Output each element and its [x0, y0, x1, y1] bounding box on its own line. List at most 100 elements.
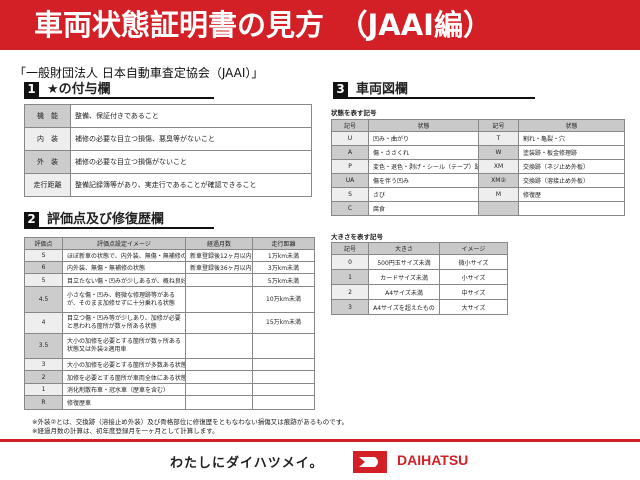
table-row: 機 能整備、保証付きであること: [24, 104, 312, 128]
size-symbols-label: 大きさを表す記号: [331, 233, 383, 241]
table-cell: U: [331, 131, 369, 146]
table-cell: [252, 395, 315, 410]
state-symbols-label: 状態を表す記号: [331, 109, 377, 117]
table-cell: 交換跡（ネジ止め外板）: [518, 159, 625, 174]
daihatsu-logo-icon: [353, 451, 387, 473]
table-cell: 消化剤散布車・冠水車（歴車を含む）: [62, 383, 186, 396]
column-header: 評価点: [24, 237, 63, 250]
organization-name: 「一般財団法人 日本自動車査定協会（JAAI）」: [14, 66, 264, 80]
section-number: 2: [24, 212, 39, 227]
table-row: 6 内外装、無傷・無補修の状態 新車登録後36ヶ月以内 3万km未満: [24, 261, 315, 274]
table-row: 3.5 大小の加修を必要とする箇所が数ヶ所ある状態又は外装②適用車: [24, 333, 315, 359]
state-symbols-table: 記号 状態 記号 状態 U 凹み・曲がり T 割れ・亀裂・穴 A 傷・ささくれ W 塗装跡・板金修理跡…: [331, 119, 625, 216]
table-cell: カードサイズ未満: [368, 269, 440, 285]
table-cell: ほぼ新車の状態で、内外装、無傷・無補修の状態: [62, 249, 186, 262]
table-cell: XM: [478, 159, 519, 174]
section-number: 1: [24, 82, 39, 97]
table-cell: UA: [331, 173, 369, 188]
table-row: 1 消化剤散布車・冠水車（歴車を含む）: [24, 383, 315, 396]
row-label: 内 装: [24, 127, 71, 151]
table-row: 2 A4サイズ未満 中サイズ: [331, 284, 508, 300]
table-row: 1 カードサイズ未満 小サイズ: [331, 269, 508, 285]
size-symbols-table: 記号 大きさ イメージ 0 500円玉サイズ未満 微小サイズ 1 カードサイズ未満 小サイズ 2 A…: [331, 242, 508, 315]
table-cell: 4: [24, 312, 63, 334]
section2-heading: 2 評価点及び修復歴欄: [24, 212, 214, 229]
table-cell: P: [331, 159, 369, 174]
brand-name: DAIHATSU: [397, 452, 469, 468]
table-cell: XM②: [478, 173, 519, 188]
table-cell: [185, 286, 253, 313]
table-cell: C: [331, 201, 369, 216]
table-row: A 傷・ささくれ W 塗装跡・板金修理跡: [331, 145, 625, 160]
table-cell: 凹み・曲がり: [368, 131, 479, 146]
page-title: 車両状態証明書の見方 （JAAI編）: [0, 0, 640, 50]
table-cell: [185, 358, 253, 371]
note: ※外装②とは、交換跡（溶接止め外装）及び骨格部位に修復歴をともなわない損傷又は痕…: [32, 418, 349, 426]
table-cell: 5万km未満: [252, 273, 315, 287]
column-header: 記号: [478, 119, 519, 132]
table-cell: 微小サイズ: [439, 254, 508, 270]
row-value: 補修の必要な目立つ損傷がないこと: [70, 150, 312, 174]
table-cell: 内外装、無傷・無補修の状態: [62, 261, 186, 274]
column-header: 状態: [518, 119, 625, 132]
table-cell: [185, 395, 253, 410]
column-header: 評価点設定イメージ: [62, 237, 186, 250]
table-cell: M: [478, 187, 519, 202]
table-cell: W: [478, 145, 519, 160]
table-cell: 3.5: [24, 333, 63, 359]
table-cell: [185, 370, 253, 384]
column-header: イメージ: [439, 242, 508, 255]
table-cell: [252, 333, 315, 359]
table-row: 3 A4サイズを超えたもの 大サイズ: [331, 299, 508, 315]
divider: [0, 439, 640, 442]
column-header: 記号: [331, 119, 369, 132]
table-cell: 10万km未満: [252, 286, 315, 313]
column-header: 記号: [331, 242, 369, 255]
table-cell: 15万km未満: [252, 312, 315, 334]
column-header: 経過月数: [185, 237, 253, 250]
table-row: 0 500円玉サイズ未満 微小サイズ: [331, 254, 508, 270]
table-cell: [252, 383, 315, 396]
star-table: 機 能整備、保証付きであること 内 装補修の必要な目立つ損傷、悪臭等がないこと …: [24, 104, 312, 197]
table-cell: 新車登録後36ヶ月以内: [185, 261, 253, 274]
table-cell: [252, 358, 315, 371]
table-row: P 変色・退色・剥げ・シール（テープ）跡 XM 交換跡（ネジ止め外板）: [331, 159, 625, 174]
table-cell: 小サイズ: [439, 269, 508, 285]
row-value: 補修の必要な目立つ損傷、悪臭等がないこと: [70, 127, 312, 151]
section-number: 3: [333, 82, 348, 97]
table-cell: 3: [24, 358, 63, 371]
table-row: S さび M 修復歴: [331, 187, 625, 202]
table-row: 4 目立つ傷・凹み等が少しあり、加修が必要と思われる箇所が数ヶ所ある状態 15万km…: [24, 312, 315, 334]
table-cell: 1: [331, 269, 369, 285]
table-cell: 修復歴車: [62, 395, 186, 410]
table-cell: 割れ・亀裂・穴: [518, 131, 625, 146]
table-cell: 新車登録後12ヶ月以内: [185, 249, 253, 262]
section-title: ★の付与欄: [47, 82, 111, 97]
section3-heading: 3 車両図欄: [333, 82, 535, 99]
table-cell: [185, 333, 253, 359]
table-cell: 大サイズ: [439, 299, 508, 315]
table-cell: 1万km未満: [252, 249, 315, 262]
table-cell: T: [478, 131, 519, 146]
section-title: 車両図欄: [356, 82, 409, 97]
table-cell: 塗装跡・板金修理跡: [518, 145, 625, 160]
table-cell: 2: [24, 370, 63, 384]
table-cell: 目立たない傷・凹みが少しあるが、概ね良好な状態: [62, 273, 186, 287]
table-cell: 2: [331, 284, 369, 300]
table-cell: 腐食: [368, 201, 479, 216]
table-row: 4.5 小さな傷・凹み、軽微な修理跡等があるが、そのまま加修せずに十分乗れる状態 1…: [24, 286, 315, 313]
table-cell: A4サイズ未満: [368, 284, 440, 300]
table-cell: S: [24, 249, 63, 262]
table-cell: 変色・退色・剥げ・シール（テープ）跡: [368, 159, 479, 174]
table-cell: 目立つ傷・凹み等が少しあり、加修が必要と思われる箇所が数ヶ所ある状態: [62, 312, 186, 334]
table-cell: 3万km未満: [252, 261, 315, 274]
table-cell: [478, 201, 519, 216]
section-title: 評価点及び修復歴欄: [47, 212, 165, 227]
row-value: 整備記録簿等があり、実走行であることが確認できること: [70, 173, 312, 197]
table-cell: 加修を必要とする箇所が車両全体にある状態: [62, 370, 186, 384]
table-cell: 1: [24, 383, 63, 396]
table-row: U 凹み・曲がり T 割れ・亀裂・穴: [331, 131, 625, 146]
row-label: 外 装: [24, 150, 71, 174]
table-row: 走行距離 整備記録簿等があり、実走行であることが確認できること: [24, 173, 312, 197]
table-cell: [185, 312, 253, 334]
